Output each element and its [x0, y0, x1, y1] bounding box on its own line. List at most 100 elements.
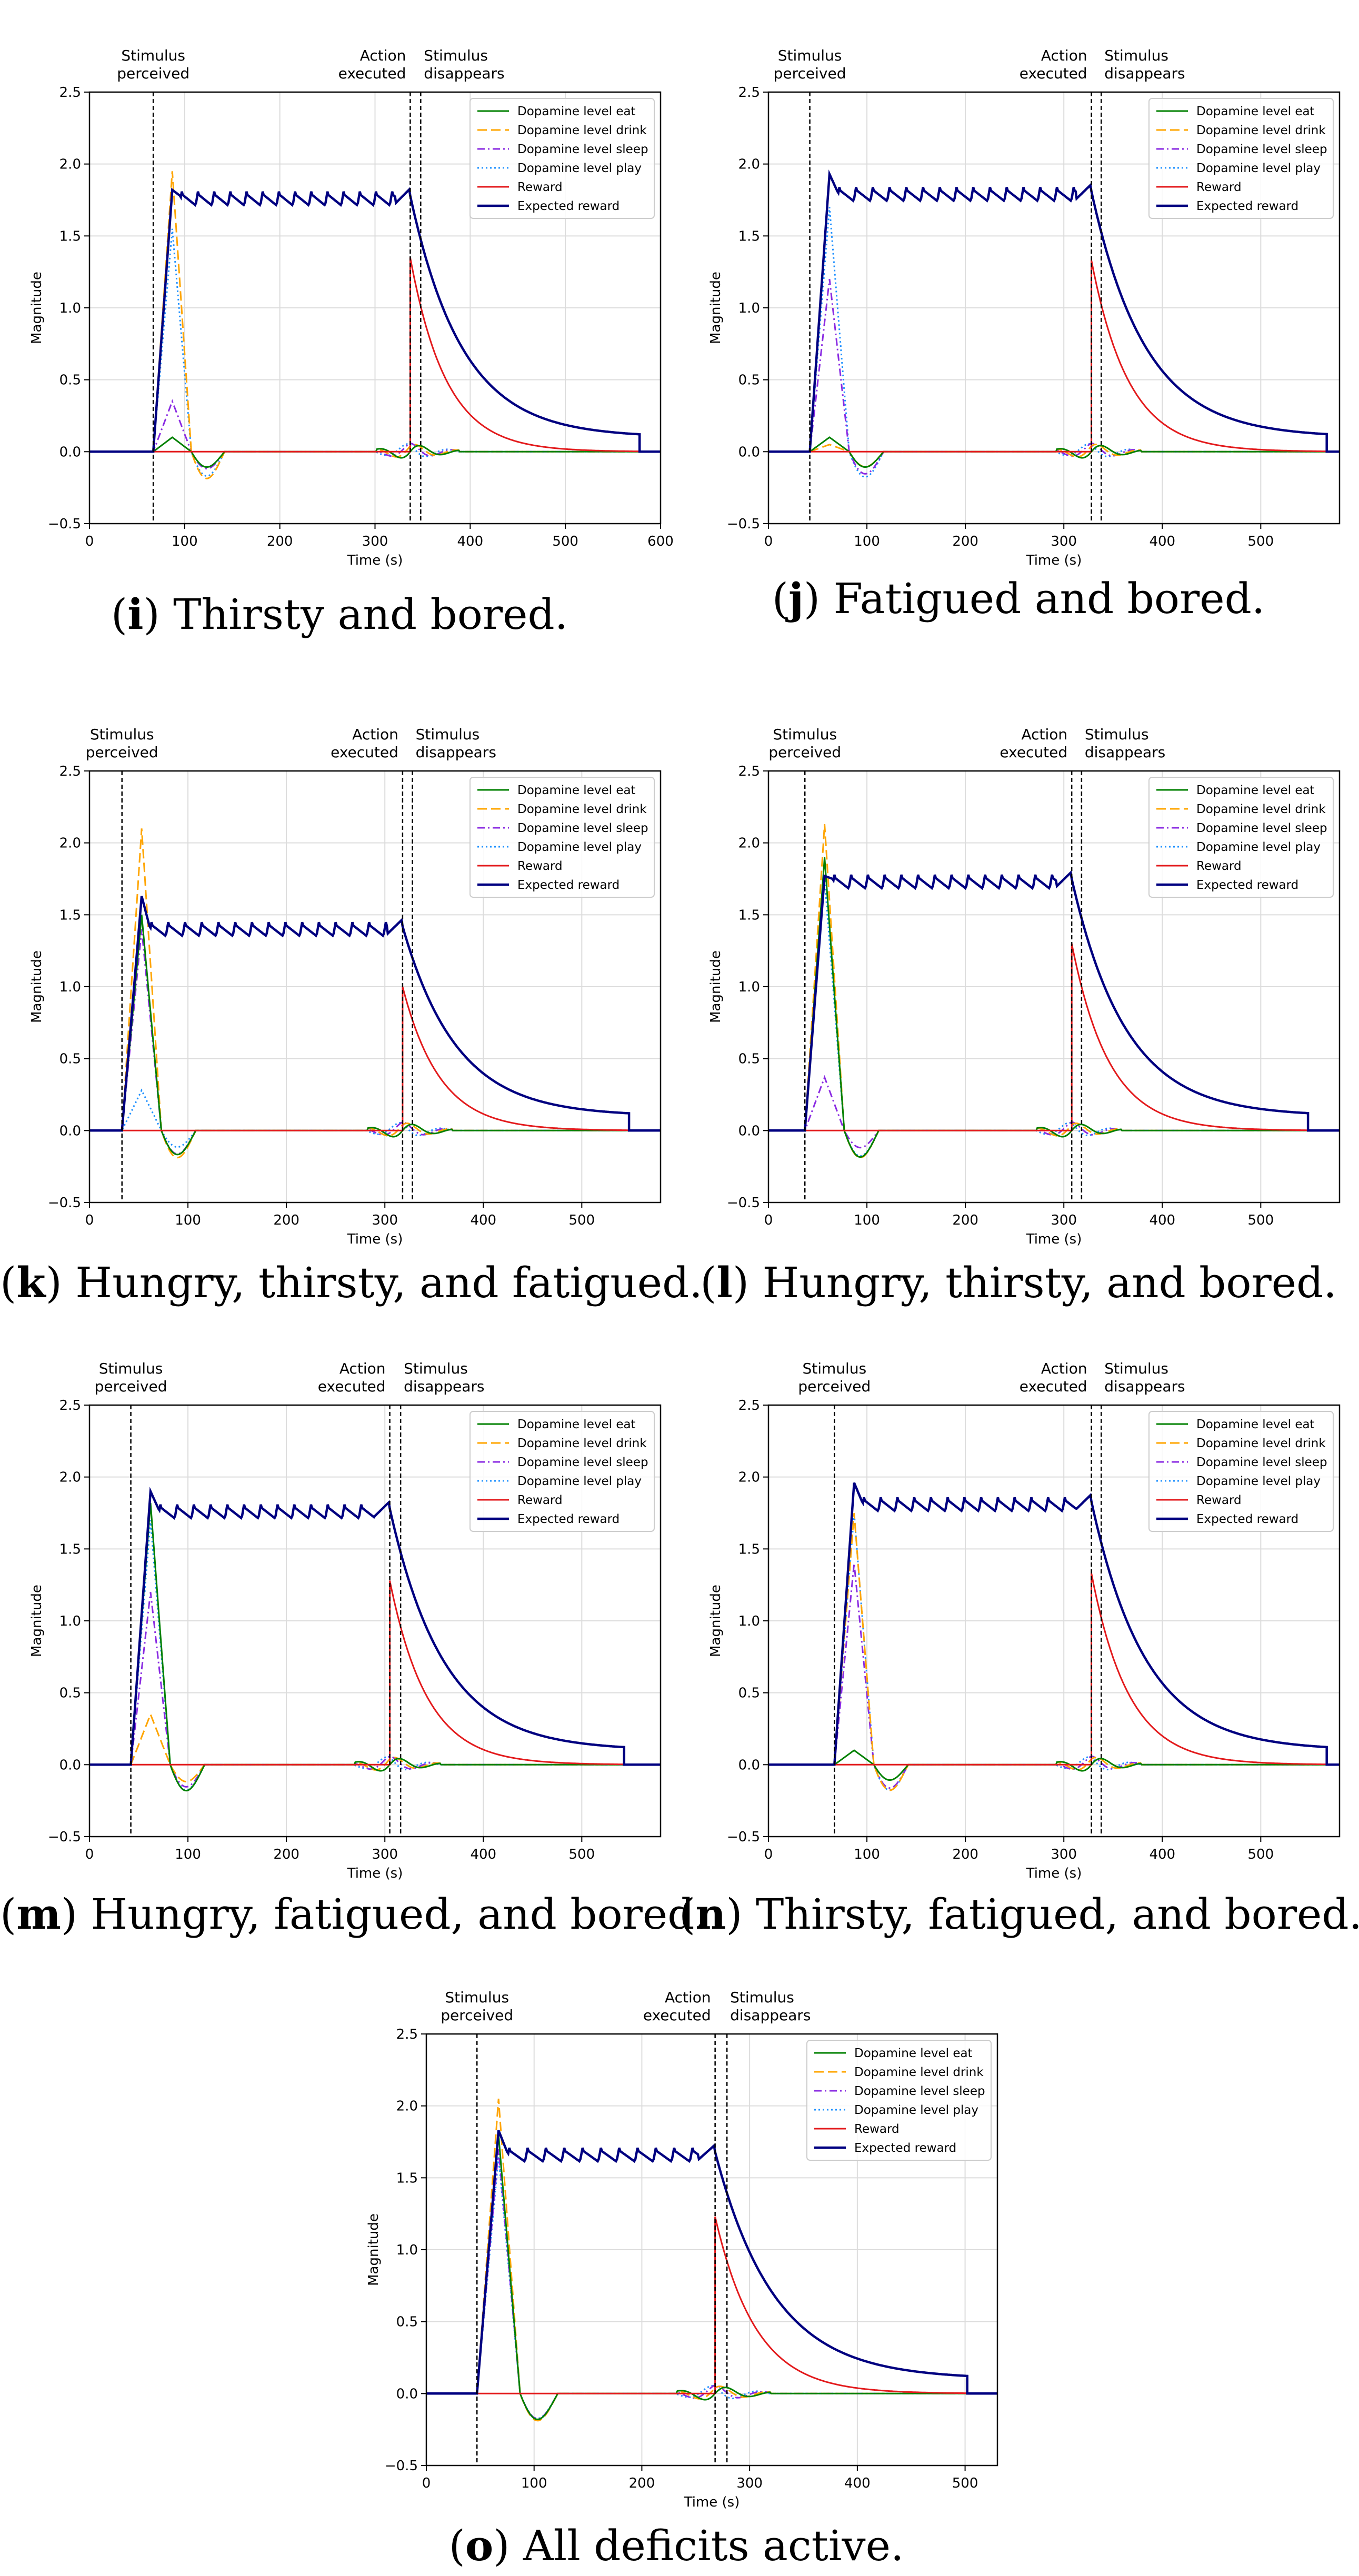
x-tick-label: 500 [569, 1847, 595, 1862]
x-tick-label: 300 [372, 1212, 398, 1228]
x-tick-label: 0 [85, 1212, 94, 1228]
annotation-stimulus-disappears-line: Stimulus [1085, 726, 1149, 743]
x-tick-label: 100 [175, 1212, 201, 1228]
series-line-sleep [768, 1075, 1340, 1149]
series-line-sleep [89, 1592, 661, 1788]
chart-panel-n: 0 100 200 300 400 500 −0.5 0.0 0.5 1.0 1.5 2.0 2.5 Ti… [679, 1313, 1358, 1897]
annotation-action-executed-line: Action [339, 1360, 386, 1377]
annotation-stimulus-perceived-line: perceived [441, 2007, 513, 2024]
x-tick-label: 0 [764, 1212, 773, 1228]
annotation-stimulus-disappears-line: Stimulus [1104, 47, 1168, 64]
series-line-eat [89, 1502, 661, 1792]
y-tick-label: 1.0 [59, 300, 81, 316]
x-tick-label: 500 [569, 1212, 595, 1228]
y-tick-label: 2.0 [738, 836, 760, 851]
legend-label: Dopamine level play [517, 840, 642, 854]
series-line-eat [768, 857, 1340, 1158]
series-line-reward [768, 1573, 1340, 1766]
annotation-stimulus-perceived-line: Stimulus [773, 726, 837, 743]
y-tick-label: 1.0 [396, 2242, 418, 2258]
y-tick-label: 1.0 [738, 979, 760, 995]
y-tick-label: 1.5 [59, 228, 81, 244]
annotation-action-executed-line: executed [643, 2007, 711, 2024]
x-tick-label: 100 [854, 1212, 880, 1228]
x-tick-label: 200 [952, 1212, 978, 1228]
legend-label: Dopamine level play [854, 2103, 978, 2117]
legend-label: Reward [517, 859, 563, 873]
x-tick-label: 100 [854, 1847, 880, 1862]
y-axis-label: Magnitude [29, 950, 45, 1023]
legend-label: Dopamine level play [517, 162, 642, 175]
x-tick-label: 100 [175, 1847, 201, 1862]
y-tick-label: 1.5 [59, 907, 81, 923]
annotation-stimulus-disappears-line: disappears [404, 1378, 484, 1395]
annotation-stimulus-disappears-line: Stimulus [416, 726, 480, 743]
x-tick-label: 500 [1248, 1847, 1274, 1862]
chart-svg: 0 100 200 300 400 500 −0.5 0.0 0.5 1.0 1.5 2.0 2.5 Ti… [708, 726, 1341, 1247]
x-tick-label: 300 [1051, 1847, 1077, 1862]
legend-label: Reward [1196, 181, 1242, 194]
annotation-action-executed-line: executed [318, 1378, 386, 1395]
x-tick-label: 300 [736, 2475, 763, 2491]
y-axis-label: Magnitude [29, 272, 45, 344]
y-tick-label: 1.0 [738, 1613, 760, 1629]
y-tick-label: 1.5 [738, 228, 760, 244]
legend-label: Reward [517, 1494, 563, 1507]
y-tick-label: 1.5 [738, 1541, 760, 1557]
annotation-stimulus-disappears-line: Stimulus [404, 1360, 468, 1377]
series-line-expected-reward [89, 1487, 661, 1766]
legend-box [806, 2040, 992, 2161]
annotation-stimulus-disappears-line: disappears [416, 744, 496, 761]
y-tick-label: 0.5 [738, 1051, 760, 1067]
series-line-play [768, 878, 1340, 1157]
y-tick-label: 0.5 [59, 1051, 81, 1067]
y-tick-label: 1.0 [738, 300, 760, 316]
series-line-reward [89, 1580, 661, 1766]
annotation-stimulus-perceived-line: perceived [117, 65, 189, 82]
series-line-drink [768, 1512, 1340, 1791]
series-line-sleep [768, 1563, 1340, 1789]
annotation-stimulus-disappears-line: disappears [730, 2007, 811, 2024]
x-tick-label: 0 [422, 2475, 431, 2491]
plot-area [89, 171, 661, 479]
x-tick-label: 400 [844, 2475, 871, 2491]
series-line-eat [89, 915, 661, 1156]
legend-label: Dopamine level eat [1196, 784, 1315, 797]
y-tick-label: 2.0 [59, 836, 81, 851]
x-tick-label: 200 [952, 1847, 978, 1862]
annotation-stimulus-disappears-line: disappears [1085, 744, 1165, 761]
annotation-stimulus-disappears-line: disappears [1104, 65, 1185, 82]
legend: Dopamine level eat Dopamine level drink Do… [469, 98, 655, 219]
y-tick-label: −0.5 [385, 2458, 418, 2474]
x-axis-label: Time (s) [347, 553, 403, 568]
x-tick-label: 100 [521, 2475, 547, 2491]
legend-label: Dopamine level sleep [854, 2084, 985, 2098]
annotation-stimulus-perceived-line: Stimulus [778, 47, 842, 64]
caption-j: (j) Fatigued and bored. [772, 574, 1265, 623]
series-line-drink [89, 1712, 661, 1783]
y-tick-label: 0.0 [59, 444, 81, 460]
legend-label: Dopamine level eat [1196, 1418, 1315, 1431]
y-tick-label: 2.0 [738, 1470, 760, 1486]
legend-label: Dopamine level eat [854, 2047, 973, 2060]
legend-label: Reward [1196, 1494, 1242, 1507]
x-axis-label: Time (s) [1026, 1231, 1082, 1247]
caption-k: (k) Hungry, thirsty, and fatigued. [0, 1258, 703, 1307]
annotation-action-executed-line: Action [665, 1989, 711, 2006]
y-tick-label: −0.5 [727, 1829, 760, 1845]
x-tick-label: 400 [1149, 1847, 1175, 1862]
annotation-stimulus-perceived-line: perceived [774, 65, 846, 82]
x-tick-label: 200 [952, 534, 978, 549]
y-tick-label: 2.0 [59, 1470, 81, 1486]
annotation-stimulus-perceived-line: Stimulus [121, 47, 185, 64]
y-tick-label: 1.0 [59, 1613, 81, 1629]
legend-label: Dopamine level eat [1196, 105, 1315, 118]
y-tick-label: 2.5 [738, 85, 760, 101]
y-tick-label: 1.0 [59, 979, 81, 995]
plot-area [89, 1487, 661, 1792]
legend-label: Expected reward [1196, 1512, 1298, 1526]
